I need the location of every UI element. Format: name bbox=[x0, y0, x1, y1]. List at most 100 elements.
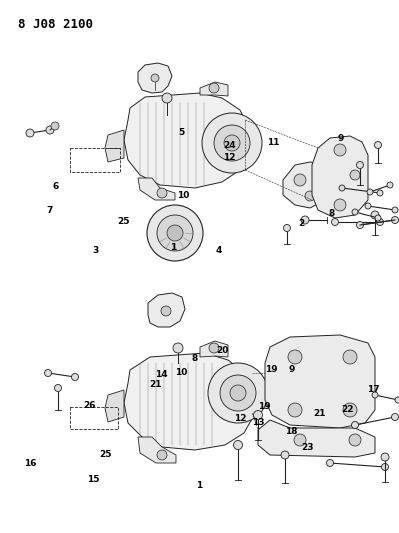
Polygon shape bbox=[258, 420, 375, 457]
Text: 14: 14 bbox=[155, 370, 168, 379]
Circle shape bbox=[214, 125, 250, 161]
Circle shape bbox=[326, 459, 334, 466]
Text: 18: 18 bbox=[285, 427, 298, 436]
Circle shape bbox=[230, 385, 246, 401]
Circle shape bbox=[281, 451, 289, 459]
Text: 10: 10 bbox=[177, 191, 190, 200]
Text: 10: 10 bbox=[175, 368, 188, 376]
Circle shape bbox=[365, 203, 371, 209]
Text: 11: 11 bbox=[267, 138, 280, 147]
Circle shape bbox=[208, 363, 268, 423]
Text: 21: 21 bbox=[313, 409, 326, 417]
Circle shape bbox=[209, 343, 219, 353]
Polygon shape bbox=[148, 293, 185, 327]
Circle shape bbox=[147, 205, 203, 261]
Circle shape bbox=[26, 129, 34, 137]
Text: 26: 26 bbox=[83, 401, 96, 409]
Circle shape bbox=[45, 369, 51, 376]
Circle shape bbox=[343, 403, 357, 417]
Circle shape bbox=[294, 434, 306, 446]
Circle shape bbox=[157, 215, 193, 251]
Polygon shape bbox=[200, 341, 228, 357]
Text: 13: 13 bbox=[252, 418, 265, 427]
Circle shape bbox=[375, 141, 381, 149]
Circle shape bbox=[381, 453, 389, 461]
Text: 8: 8 bbox=[192, 354, 198, 362]
Circle shape bbox=[350, 170, 360, 180]
Circle shape bbox=[157, 450, 167, 460]
Circle shape bbox=[391, 216, 399, 223]
Circle shape bbox=[339, 185, 345, 191]
Circle shape bbox=[367, 189, 373, 195]
Text: 21: 21 bbox=[149, 381, 162, 389]
Circle shape bbox=[332, 219, 338, 225]
Circle shape bbox=[167, 225, 183, 241]
Text: 7: 7 bbox=[47, 206, 53, 215]
Circle shape bbox=[253, 410, 263, 419]
Circle shape bbox=[395, 397, 399, 403]
Circle shape bbox=[391, 414, 399, 421]
Circle shape bbox=[356, 161, 363, 168]
Circle shape bbox=[157, 188, 167, 198]
Text: 12: 12 bbox=[234, 415, 247, 423]
Circle shape bbox=[352, 422, 358, 429]
Circle shape bbox=[356, 222, 363, 229]
Circle shape bbox=[288, 403, 302, 417]
Text: 19: 19 bbox=[265, 365, 278, 374]
Polygon shape bbox=[138, 437, 176, 463]
Circle shape bbox=[377, 190, 383, 196]
Circle shape bbox=[161, 306, 171, 316]
Text: 5: 5 bbox=[178, 128, 185, 136]
Circle shape bbox=[375, 215, 381, 221]
Circle shape bbox=[162, 93, 172, 103]
Text: 19: 19 bbox=[258, 402, 271, 410]
Text: 1: 1 bbox=[170, 244, 177, 252]
Circle shape bbox=[392, 207, 398, 213]
Text: 9: 9 bbox=[338, 134, 344, 143]
Text: 12: 12 bbox=[223, 153, 236, 161]
Circle shape bbox=[233, 440, 243, 449]
Text: 6: 6 bbox=[53, 182, 59, 191]
Text: 23: 23 bbox=[301, 443, 314, 452]
Polygon shape bbox=[138, 63, 172, 93]
Circle shape bbox=[151, 74, 159, 82]
Circle shape bbox=[372, 392, 378, 398]
Circle shape bbox=[294, 174, 306, 186]
Text: 24: 24 bbox=[223, 141, 236, 150]
Polygon shape bbox=[265, 335, 375, 428]
Text: 2: 2 bbox=[298, 220, 304, 228]
Bar bbox=[70, 148, 120, 172]
Circle shape bbox=[334, 144, 346, 156]
Circle shape bbox=[352, 209, 358, 215]
Text: 20: 20 bbox=[216, 346, 229, 354]
Circle shape bbox=[55, 384, 61, 392]
Text: 3: 3 bbox=[93, 246, 99, 255]
Polygon shape bbox=[138, 178, 175, 200]
Text: 8: 8 bbox=[328, 209, 334, 217]
Bar bbox=[70, 407, 118, 429]
Polygon shape bbox=[124, 93, 250, 188]
Circle shape bbox=[377, 219, 383, 225]
Circle shape bbox=[284, 224, 290, 231]
Circle shape bbox=[224, 135, 240, 151]
Text: 9: 9 bbox=[288, 365, 294, 374]
Circle shape bbox=[349, 434, 361, 446]
Circle shape bbox=[334, 199, 346, 211]
Text: 4: 4 bbox=[215, 246, 222, 255]
Text: 1: 1 bbox=[196, 481, 203, 489]
Circle shape bbox=[343, 350, 357, 364]
Polygon shape bbox=[124, 353, 255, 450]
Text: 17: 17 bbox=[367, 385, 379, 393]
Polygon shape bbox=[200, 82, 228, 96]
Circle shape bbox=[173, 343, 183, 353]
Circle shape bbox=[301, 216, 309, 224]
Polygon shape bbox=[105, 130, 124, 162]
Circle shape bbox=[51, 122, 59, 130]
Circle shape bbox=[202, 113, 262, 173]
Circle shape bbox=[305, 191, 315, 201]
Text: 25: 25 bbox=[117, 217, 130, 225]
Circle shape bbox=[209, 83, 219, 93]
Circle shape bbox=[387, 182, 393, 188]
Circle shape bbox=[381, 464, 389, 471]
Polygon shape bbox=[105, 390, 124, 422]
